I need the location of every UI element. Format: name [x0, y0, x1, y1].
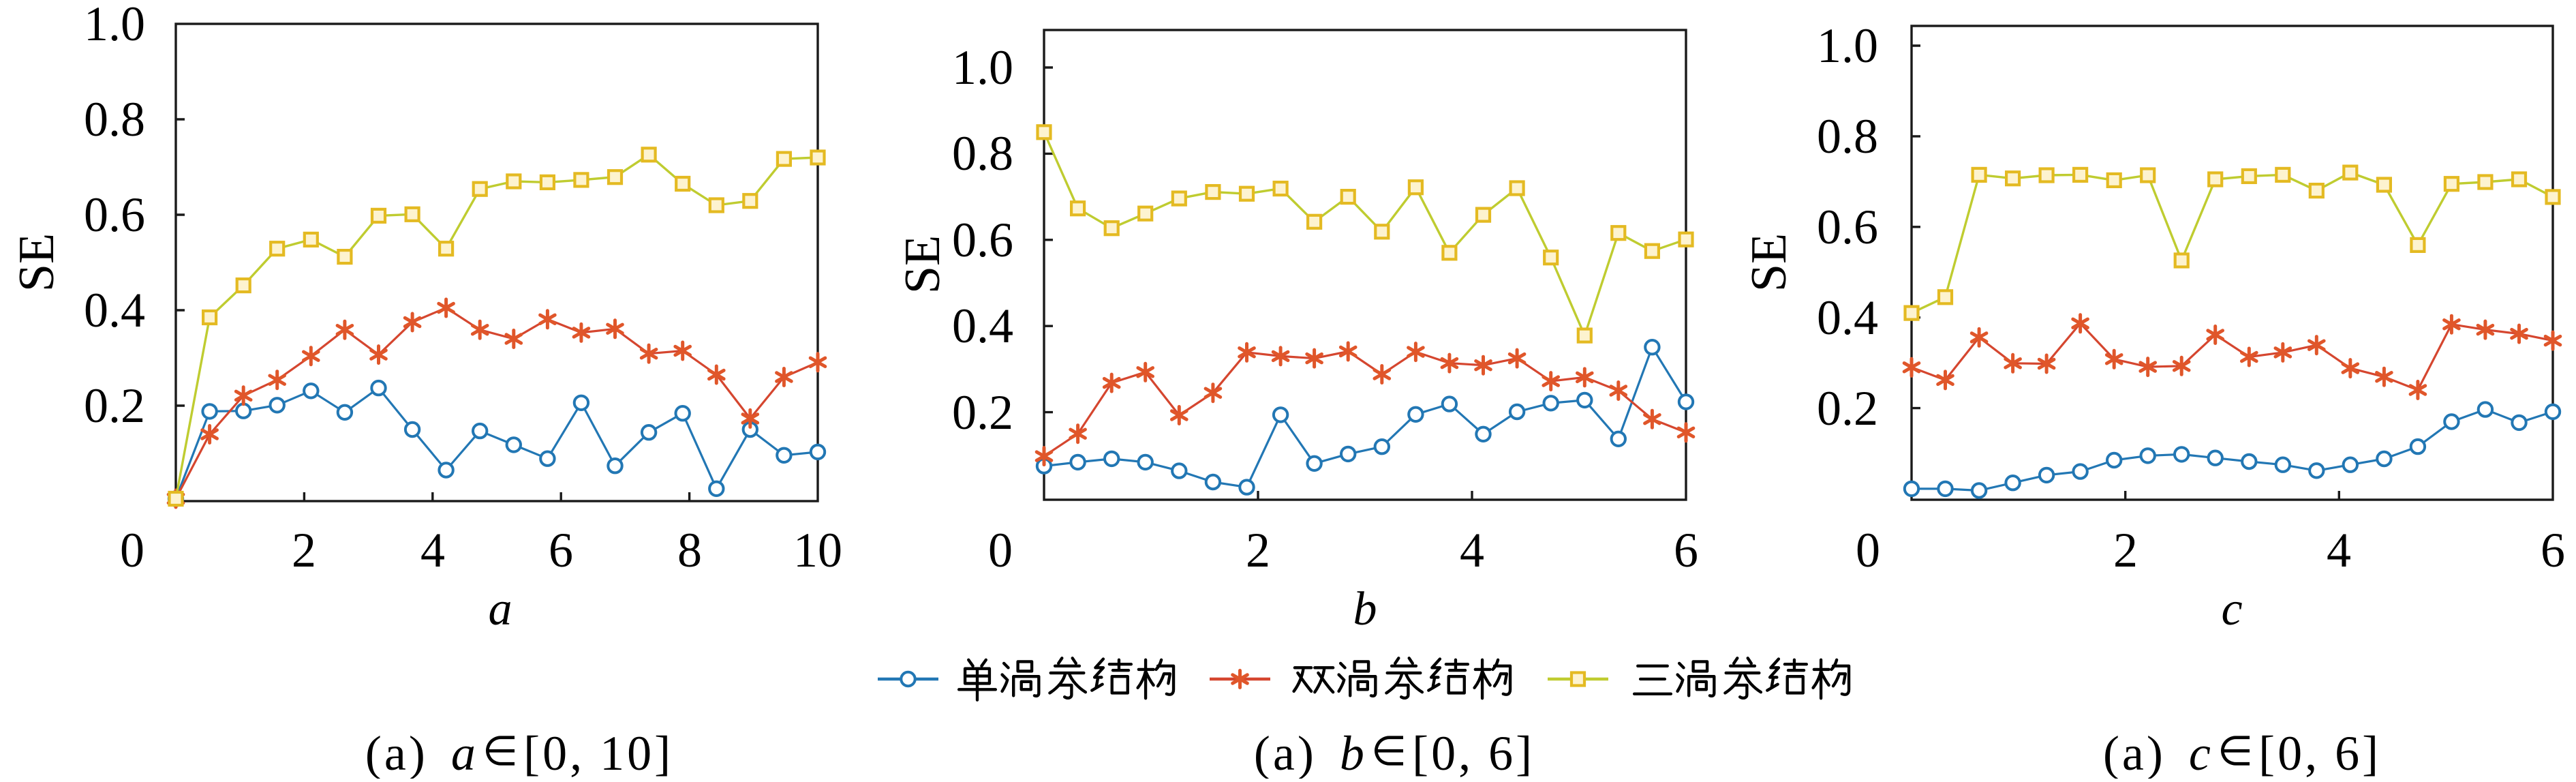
svg-text:0.4: 0.4: [952, 299, 1013, 353]
svg-text:SE: SE: [1741, 233, 1797, 292]
svg-text:b: b: [1353, 583, 1377, 635]
svg-text:0: 0: [120, 523, 144, 577]
svg-text:10: 10: [793, 523, 842, 577]
svg-text:(a) a∈[0, 10]: (a) a ∈[0, 10]: [365, 726, 673, 779]
svg-text:0.4: 0.4: [84, 283, 145, 337]
svg-text:(a) c∈[0, 6]: (a) c ∈[0, 6]: [2103, 726, 2381, 779]
svg-text:0.6: 0.6: [952, 213, 1013, 267]
svg-text:4: 4: [2327, 523, 2351, 577]
svg-text:6: 6: [1674, 523, 1698, 577]
svg-text:8: 8: [677, 523, 702, 577]
svg-text:a: a: [489, 583, 512, 635]
svg-text:0.2: 0.2: [952, 385, 1013, 440]
svg-text:0.2: 0.2: [1817, 381, 1878, 436]
svg-text:0.8: 0.8: [952, 126, 1013, 181]
svg-text:0.6: 0.6: [1817, 200, 1878, 254]
svg-text:1.0: 1.0: [952, 40, 1013, 95]
svg-text:SE: SE: [895, 235, 951, 294]
svg-text:0.2: 0.2: [84, 378, 145, 433]
svg-text:0: 0: [988, 523, 1013, 577]
svg-text:2: 2: [1246, 523, 1270, 577]
svg-text:c: c: [2221, 583, 2242, 635]
svg-text:6: 6: [2541, 523, 2565, 577]
svg-text:2: 2: [292, 523, 316, 577]
svg-text:1.0: 1.0: [84, 0, 145, 51]
svg-text:(a) b∈[0, 6]: (a) b ∈[0, 6]: [1254, 726, 1535, 779]
svg-text:0.6: 0.6: [84, 187, 145, 242]
svg-text:1.0: 1.0: [1817, 18, 1878, 73]
svg-text:SE: SE: [9, 233, 65, 292]
svg-text:4: 4: [420, 523, 445, 577]
svg-text:0.8: 0.8: [1817, 109, 1878, 164]
svg-text:2: 2: [2113, 523, 2138, 577]
svg-text:6: 6: [549, 523, 573, 577]
svg-text:4: 4: [1460, 523, 1484, 577]
svg-text:0.4: 0.4: [1817, 290, 1878, 345]
svg-text:0.8: 0.8: [84, 92, 145, 147]
svg-text:0: 0: [1856, 523, 1880, 577]
